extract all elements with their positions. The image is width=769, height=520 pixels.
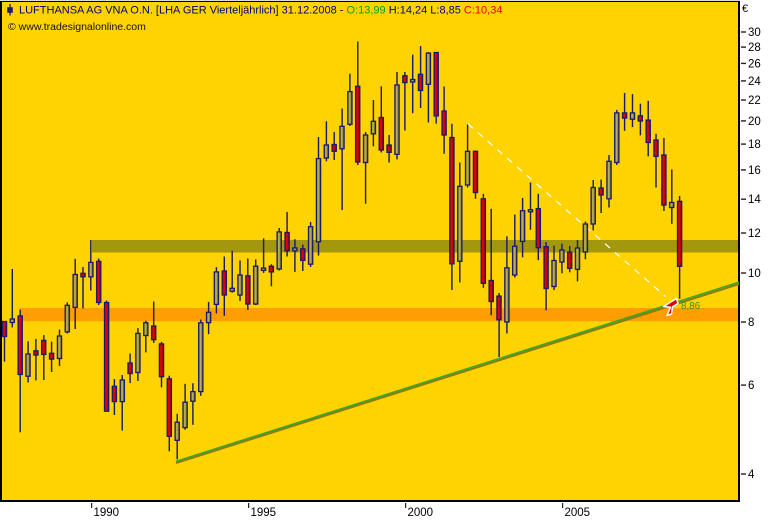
svg-text:1995: 1995 xyxy=(251,507,277,519)
svg-text:4: 4 xyxy=(748,469,755,481)
svg-text:1990: 1990 xyxy=(94,507,120,519)
svg-text:28: 28 xyxy=(748,42,761,54)
svg-text:LUFTHANSA AG VNA O.N. [LHA GER: LUFTHANSA AG VNA O.N. [LHA GER Vierteljä… xyxy=(19,5,502,17)
svg-text:14: 14 xyxy=(748,194,761,206)
svg-text:€: € xyxy=(742,3,748,15)
svg-text:10: 10 xyxy=(748,268,761,280)
svg-text:30: 30 xyxy=(748,27,761,39)
svg-text:2005: 2005 xyxy=(565,507,591,519)
svg-text:6: 6 xyxy=(748,380,754,392)
svg-text:18: 18 xyxy=(748,139,761,151)
svg-text:24: 24 xyxy=(748,76,761,88)
svg-text:26: 26 xyxy=(748,58,761,70)
svg-text:8: 8 xyxy=(748,317,754,329)
svg-text:© www.tradesignalonline.com: © www.tradesignalonline.com xyxy=(8,21,146,33)
svg-text:12: 12 xyxy=(748,228,761,240)
svg-text:20: 20 xyxy=(748,116,761,128)
svg-text:2000: 2000 xyxy=(408,507,434,519)
svg-text:22: 22 xyxy=(748,95,761,107)
svg-text:16: 16 xyxy=(748,165,761,177)
svg-text:8,86: 8,86 xyxy=(681,301,701,312)
